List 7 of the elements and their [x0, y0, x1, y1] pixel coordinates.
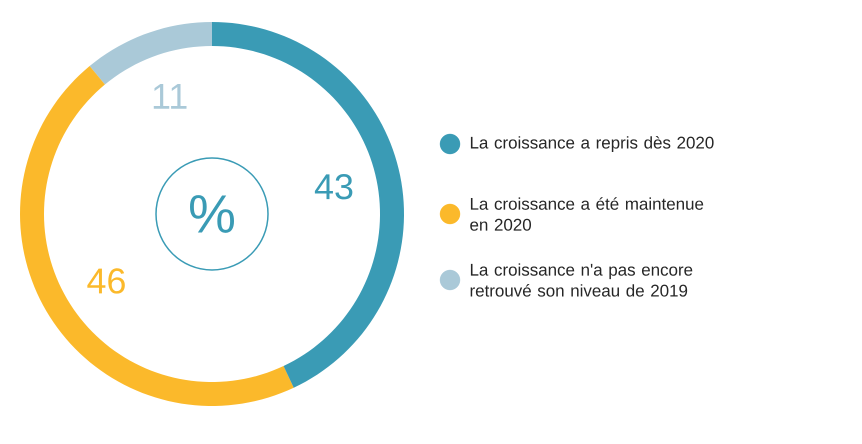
data-label: 46	[87, 268, 125, 294]
data-label: 43	[314, 174, 352, 200]
legend-label: La croissance n'a pas encore retrouvé son niveau de 2019	[470, 263, 692, 297]
text: %	[190, 195, 234, 233]
data-label: 11	[154, 84, 187, 109]
legend-label: La croissance a été maintenue en 2020	[470, 197, 704, 231]
legend-label: La croissance a repris dès 2020	[470, 136, 714, 152]
